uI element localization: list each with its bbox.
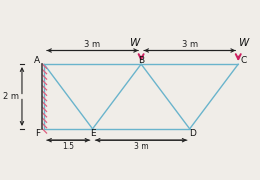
- Text: A: A: [34, 56, 40, 65]
- Text: F: F: [35, 129, 40, 138]
- Text: 2 m: 2 m: [3, 92, 19, 101]
- Text: 3 m: 3 m: [134, 142, 148, 151]
- Text: $W$: $W$: [238, 36, 250, 48]
- Text: 3 m: 3 m: [182, 40, 198, 49]
- Text: D: D: [190, 129, 196, 138]
- Text: 1.5: 1.5: [62, 142, 74, 151]
- Text: 3 m: 3 m: [84, 40, 101, 49]
- Text: $W$: $W$: [129, 36, 142, 48]
- Text: C: C: [241, 56, 247, 65]
- Text: B: B: [138, 56, 144, 65]
- Text: E: E: [90, 129, 95, 138]
